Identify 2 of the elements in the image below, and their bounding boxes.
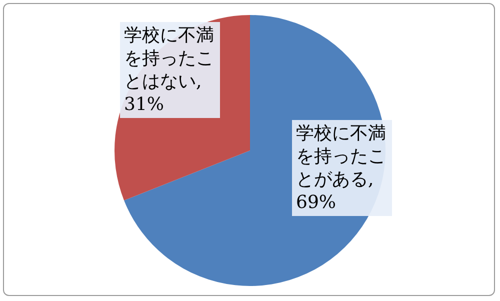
slice-label: 学校に不満を持ったことがある, 69%: [292, 120, 392, 216]
slice-label: 学校に不満を持ったことはない, 31%: [120, 22, 220, 118]
